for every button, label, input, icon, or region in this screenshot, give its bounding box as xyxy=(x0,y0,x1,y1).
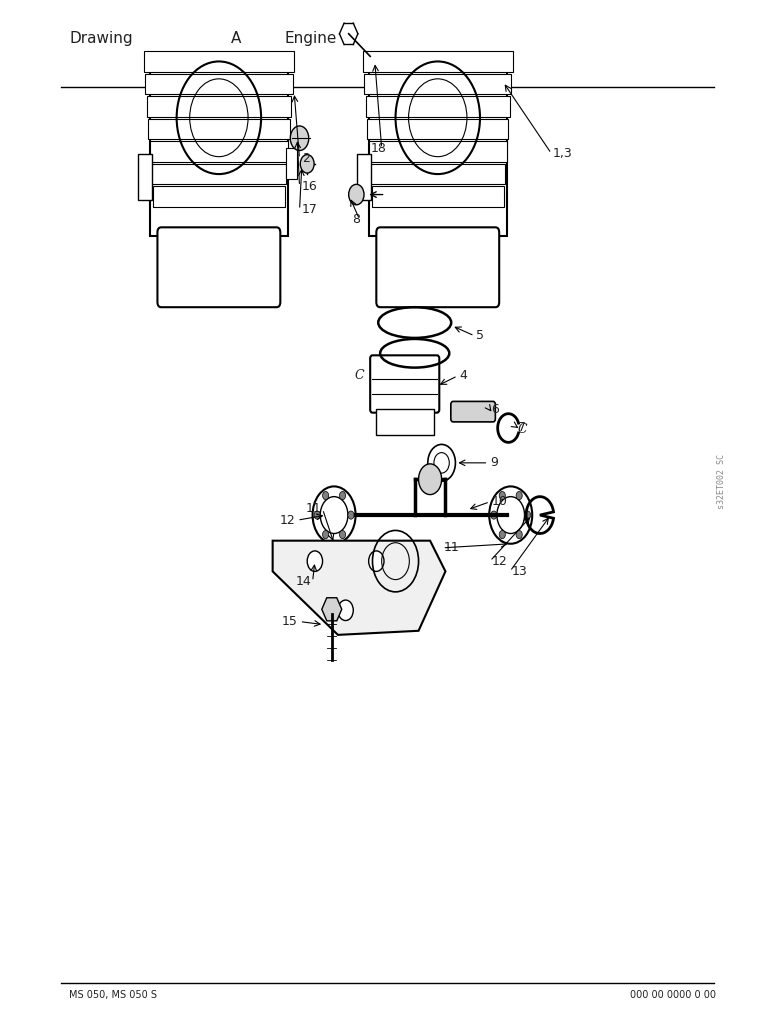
Bar xyxy=(369,141,507,162)
Bar xyxy=(147,96,291,117)
Text: A: A xyxy=(230,31,241,46)
Text: 7: 7 xyxy=(518,421,526,433)
Text: 10: 10 xyxy=(492,496,508,508)
Text: 11: 11 xyxy=(444,542,460,554)
Text: 9: 9 xyxy=(490,457,498,469)
Bar xyxy=(144,51,293,72)
Circle shape xyxy=(300,155,314,173)
Text: 18: 18 xyxy=(370,142,386,155)
Circle shape xyxy=(349,184,364,205)
Text: 15: 15 xyxy=(282,615,298,628)
Text: MS 050, MS 050 S: MS 050, MS 050 S xyxy=(69,990,157,1000)
Bar xyxy=(148,119,290,139)
Bar xyxy=(367,119,508,139)
Circle shape xyxy=(516,530,522,539)
Text: 6: 6 xyxy=(492,403,499,416)
Circle shape xyxy=(499,492,505,500)
Text: 5: 5 xyxy=(476,330,484,342)
Text: C: C xyxy=(518,423,528,436)
Circle shape xyxy=(516,492,522,500)
Bar xyxy=(145,74,293,94)
Bar xyxy=(376,409,434,435)
Circle shape xyxy=(369,551,384,571)
Text: 8: 8 xyxy=(352,213,359,225)
Circle shape xyxy=(314,511,320,519)
Circle shape xyxy=(323,530,329,539)
Bar xyxy=(362,51,513,72)
Text: C: C xyxy=(355,369,365,382)
Circle shape xyxy=(491,511,497,519)
FancyBboxPatch shape xyxy=(376,227,499,307)
Circle shape xyxy=(339,530,346,539)
Bar xyxy=(357,154,371,200)
Circle shape xyxy=(419,464,442,495)
Text: Engine: Engine xyxy=(284,31,336,46)
Text: 13: 13 xyxy=(511,565,528,578)
Text: s32ET002 SC: s32ET002 SC xyxy=(717,454,727,509)
Circle shape xyxy=(348,511,354,519)
Bar xyxy=(370,164,505,184)
Text: Drawing: Drawing xyxy=(69,31,133,46)
Text: 14: 14 xyxy=(295,575,311,588)
FancyBboxPatch shape xyxy=(369,67,507,236)
Text: 16: 16 xyxy=(302,180,318,193)
Bar xyxy=(366,96,510,117)
Bar xyxy=(372,186,504,207)
Circle shape xyxy=(290,126,309,151)
FancyBboxPatch shape xyxy=(370,355,439,413)
Bar xyxy=(151,164,286,184)
Circle shape xyxy=(338,600,353,621)
Bar xyxy=(364,74,511,94)
Circle shape xyxy=(323,492,329,500)
Text: 4: 4 xyxy=(459,370,467,382)
Circle shape xyxy=(339,492,346,500)
Bar xyxy=(153,186,285,207)
Bar xyxy=(138,154,152,200)
Text: 1,3: 1,3 xyxy=(553,147,573,160)
Text: 12: 12 xyxy=(492,555,508,567)
Text: 12: 12 xyxy=(280,514,296,526)
Text: 11: 11 xyxy=(305,503,321,515)
Bar xyxy=(286,148,297,179)
FancyBboxPatch shape xyxy=(150,67,288,236)
Bar xyxy=(150,141,288,162)
Text: 2: 2 xyxy=(302,153,310,165)
FancyBboxPatch shape xyxy=(451,401,495,422)
Text: 17: 17 xyxy=(302,204,318,216)
Circle shape xyxy=(307,551,323,571)
Polygon shape xyxy=(273,541,445,635)
FancyBboxPatch shape xyxy=(157,227,280,307)
Text: 000 00 0000 0 00: 000 00 0000 0 00 xyxy=(630,990,716,1000)
Circle shape xyxy=(499,530,505,539)
Circle shape xyxy=(525,511,531,519)
